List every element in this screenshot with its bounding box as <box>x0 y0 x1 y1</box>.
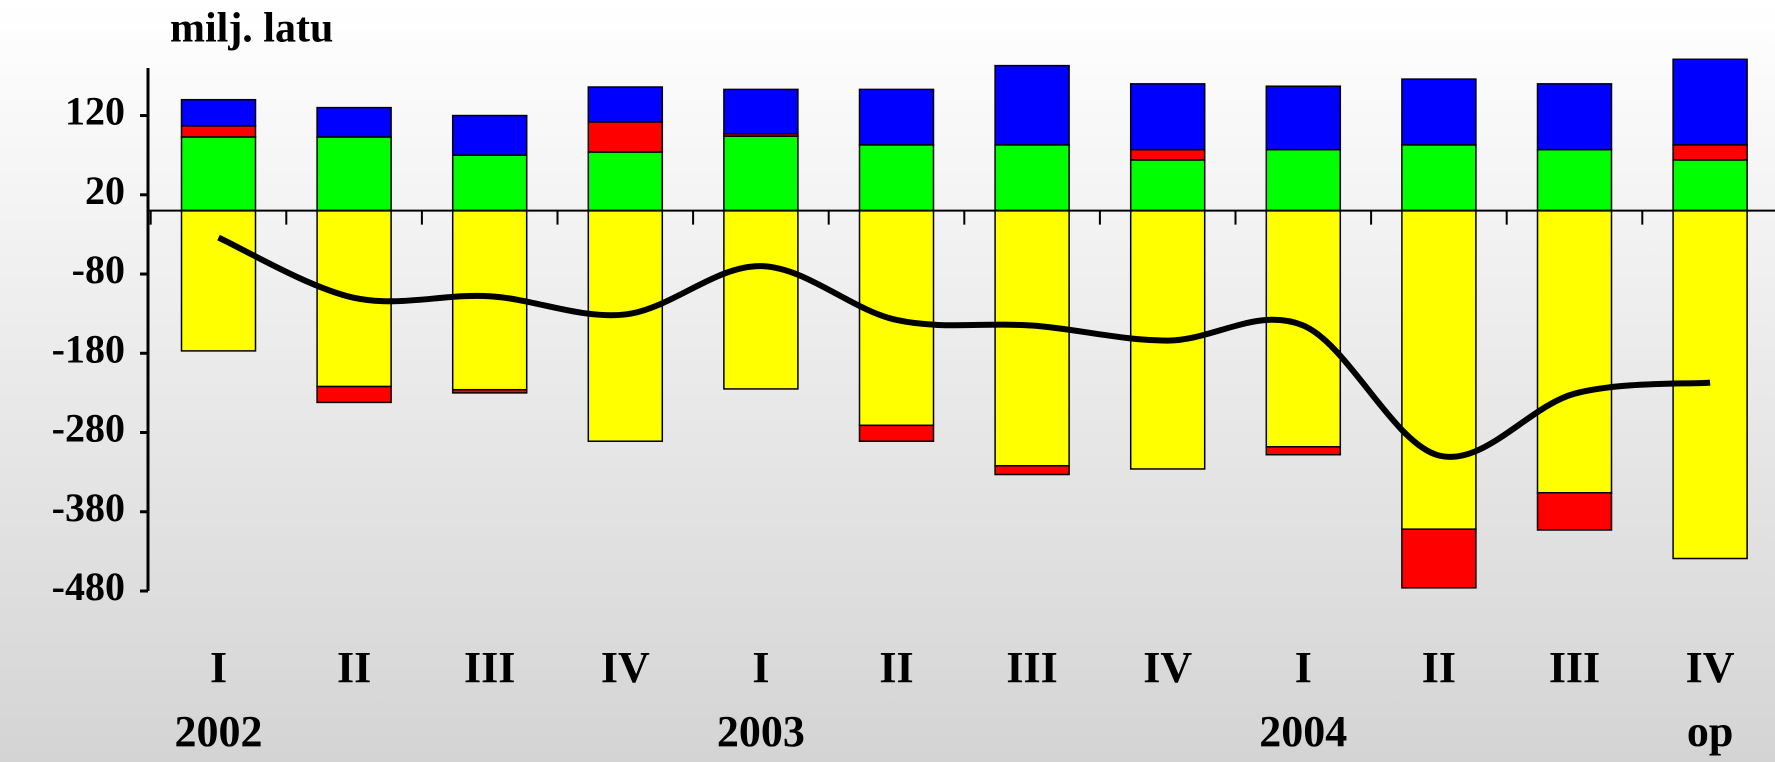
bar-segment <box>1129 159 1206 212</box>
bar-segment <box>1129 148 1206 161</box>
bar-segment <box>994 64 1070 146</box>
bar-segment <box>1401 528 1477 589</box>
bar-segment <box>723 209 799 390</box>
bar-segment <box>1401 144 1477 212</box>
bar-segment <box>451 154 528 212</box>
bar-segment <box>1672 58 1748 146</box>
bar-segment <box>316 136 392 212</box>
bar-segment <box>451 388 528 394</box>
bar-segment <box>1401 78 1477 146</box>
bar-segment <box>1672 159 1748 212</box>
y-tick-label: -280 <box>52 406 125 451</box>
bar-segment <box>994 209 1070 467</box>
x-tick-label: III <box>1006 643 1057 692</box>
x-tick-label: IV <box>1686 643 1735 692</box>
bar-segment <box>1536 83 1613 151</box>
bar-segment <box>316 106 392 138</box>
bar-segment <box>994 144 1070 212</box>
x-tick-label: I <box>210 643 227 692</box>
y-tick-label: -380 <box>52 485 125 530</box>
x-tick-label: IV <box>601 643 650 692</box>
bar-segment <box>587 121 664 153</box>
year-label: 2004 <box>1259 707 1347 756</box>
bar-segment <box>451 114 528 156</box>
bar-segment <box>180 136 257 212</box>
x-tick-label: IV <box>1143 643 1192 692</box>
x-tick-label: III <box>464 643 515 692</box>
year-label: 2002 <box>175 707 263 756</box>
bar-segment <box>587 86 664 123</box>
y-tick-label: -480 <box>52 564 125 609</box>
bar-segment <box>1265 148 1342 212</box>
bar-segment <box>723 88 799 135</box>
bar-segment <box>723 135 799 212</box>
bar-segment <box>180 209 257 352</box>
y-tick-label: 20 <box>85 168 125 213</box>
line <box>217 234 1711 460</box>
year-label: op <box>1687 707 1733 756</box>
x-tick-label: II <box>1422 643 1456 692</box>
bar-segment <box>1265 446 1342 456</box>
x-tick-label: III <box>1549 643 1600 692</box>
bar-segment <box>1265 85 1342 151</box>
x-tick-label: II <box>337 643 371 692</box>
bar-segment <box>858 88 935 146</box>
bar-segment <box>1536 491 1613 531</box>
bar-segment <box>180 125 257 138</box>
bar-segment <box>1672 144 1748 161</box>
bar-segment <box>587 151 664 212</box>
bar-segment <box>858 424 935 442</box>
bar-segment <box>587 209 664 442</box>
year-label: 2003 <box>717 707 805 756</box>
y-tick-label: 120 <box>65 89 125 134</box>
bar-segment <box>994 465 1070 476</box>
y-tick-label: -180 <box>52 326 125 371</box>
x-tick-label: I <box>1295 643 1312 692</box>
x-tick-label: II <box>879 643 913 692</box>
bar-segment <box>858 144 935 212</box>
bar-segment <box>316 385 392 404</box>
y-tick-label: -80 <box>72 247 125 292</box>
bar-segment <box>1129 83 1206 151</box>
bar-segment <box>1401 209 1477 530</box>
bar-segment <box>180 98 257 127</box>
chart-title: milj. latu <box>170 6 333 52</box>
bar-segment <box>1536 209 1613 494</box>
bar-segment <box>1536 148 1613 212</box>
x-tick-label: I <box>752 643 769 692</box>
